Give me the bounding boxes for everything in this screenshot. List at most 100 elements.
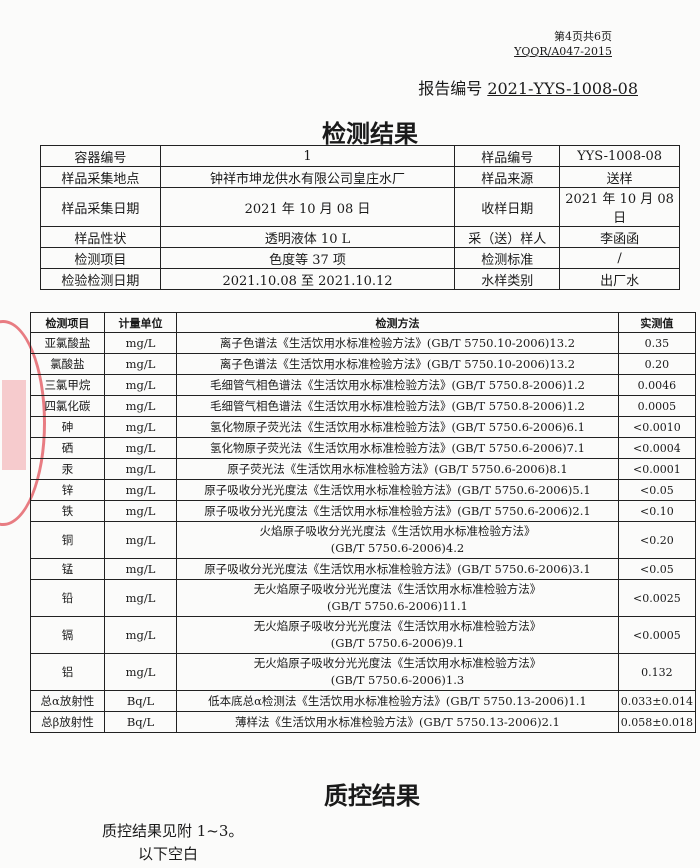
qc-note: 质控结果见附 1~3。 (102, 822, 244, 840)
unit-cell: mg/L (103, 500, 178, 522)
item-cell: 铁 (30, 500, 105, 522)
results-table: 检测项目 计量单位 检测方法 实测值 亚氯酸盐 mg/L 离子色谱法《生活饮用水标准… (30, 312, 697, 733)
method-cell: 氢化物原子荧光法《生活饮用水标准检验方法》(GB/T 5750.6-2006)7… (176, 437, 619, 459)
value-cell: 0.033±0.014 (617, 690, 697, 712)
method-line: (GB/T 5750.6-2006)4.2 (330, 541, 465, 555)
results-header-row: 检测项目 计量单位 检测方法 实测值 (30, 312, 697, 333)
unit-cell: mg/L (103, 332, 178, 354)
table-row: 三氯甲烷 mg/L 毛细管气相色谱法《生活饮用水标准检验方法》(GB/T 5750.… (30, 374, 697, 396)
table-row: 镉 mg/L 无火焰原子吸收分光光度法《生活饮用水标准检验方法》 (GB/T 5750… (30, 616, 697, 654)
info-label: 收样日期 (454, 187, 561, 227)
method-cell: 氢化物原子荧光法《生活饮用水标准检验方法》(GB/T 5750.6-2006)6… (176, 416, 619, 438)
method-line: 火焰原子吸收分光光度法《生活饮用水标准检验方法》 (259, 524, 536, 538)
value-cell: <0.0005 (617, 616, 697, 654)
unit-cell: mg/L (103, 521, 178, 559)
table-row: 铝 mg/L 无火焰原子吸收分光光度法《生活饮用水标准检验方法》 (GB/T 5750… (30, 653, 697, 691)
info-value: 李函函 (559, 226, 680, 248)
method-cell: 无火焰原子吸收分光光度法《生活饮用水标准检验方法》 (GB/T 5750.6-20… (176, 579, 619, 617)
method-cell: 毛细管气相色谱法《生活饮用水标准检验方法》(GB/T 5750.8-2006)1… (176, 374, 619, 396)
unit-cell: mg/L (103, 395, 178, 417)
table-row: 锰 mg/L 原子吸收分光光度法《生活饮用水标准检验方法》(GB/T 5750.6-… (30, 558, 697, 580)
method-line: (GB/T 5750.6-2006)11.1 (327, 599, 468, 613)
info-label: 检测标准 (454, 247, 561, 269)
item-cell: 镉 (30, 616, 105, 654)
unit-cell: mg/L (103, 353, 178, 375)
unit-cell: mg/L (103, 616, 178, 654)
value-cell: <0.0010 (617, 416, 697, 438)
value-cell: <0.0004 (617, 437, 697, 459)
item-cell: 锌 (30, 479, 105, 501)
info-value: 出厂水 (559, 268, 680, 290)
info-label: 样品来源 (454, 166, 561, 188)
method-cell: 薄样法《生活饮用水标准检验方法》(GB/T 5750.13-2006)2.1 (176, 711, 619, 733)
unit-cell: mg/L (103, 437, 178, 459)
value-cell: <0.20 (617, 521, 697, 559)
page-title: 检测结果 (322, 120, 418, 148)
report-number-value: 2021-YYS-1008-08 (487, 79, 638, 98)
method-line: 无火焰原子吸收分光光度法《生活饮用水标准检验方法》 (253, 656, 542, 670)
method-cell: 无火焰原子吸收分光光度法《生活饮用水标准检验方法》 (GB/T 5750.6-20… (176, 653, 619, 691)
info-value: 2021.10.08 至 2021.10.12 (159, 268, 456, 290)
unit-cell: mg/L (103, 458, 178, 480)
table-row: 亚氯酸盐 mg/L 离子色谱法《生活饮用水标准检验方法》(GB/T 5750.10-… (30, 332, 697, 354)
value-cell: <0.05 (617, 479, 697, 501)
table-row: 硒 mg/L 氢化物原子荧光法《生活饮用水标准检验方法》(GB/T 5750.6-2… (30, 437, 697, 459)
value-cell: 0.132 (617, 653, 697, 691)
value-cell: <0.0025 (617, 579, 697, 617)
method-cell: 低本底总α检测法《生活饮用水标准检验方法》(GB/T 5750.13-2006)… (176, 690, 619, 712)
info-value: 2021 年 10 月 08 日 (159, 187, 456, 227)
info-value: 透明液体 10 L (159, 226, 456, 248)
unit-cell: Bq/L (103, 690, 178, 712)
method-cell: 无火焰原子吸收分光光度法《生活饮用水标准检验方法》 (GB/T 5750.6-20… (176, 616, 619, 654)
info-row: 样品采集地点 钟祥市坤龙供水有限公司皇庄水厂 样品来源 送样 (40, 166, 680, 188)
header-value: 实测值 (617, 312, 697, 333)
table-row: 总β放射性 Bq/L 薄样法《生活饮用水标准检验方法》(GB/T 5750.13-2… (30, 711, 697, 733)
item-cell: 四氯化碳 (30, 395, 105, 417)
info-label: 样品性状 (40, 226, 161, 248)
info-value: YYS-1008-08 (559, 145, 680, 167)
info-value: / (559, 247, 680, 269)
report-number: 报告编号 2021-YYS-1008-08 (418, 75, 638, 99)
item-cell: 铅 (30, 579, 105, 617)
method-line: (GB/T 5750.6-2006)1.3 (330, 673, 465, 687)
page-number: 第4页共6页 (554, 30, 612, 43)
unit-cell: mg/L (103, 653, 178, 691)
item-cell: 总α放射性 (30, 690, 105, 712)
official-seal-ink (2, 380, 26, 470)
info-value: 1 (159, 145, 456, 167)
table-row: 四氯化碳 mg/L 毛细管气相色谱法《生活饮用水标准检验方法》(GB/T 5750.… (30, 395, 697, 417)
info-row: 检验检测日期 2021.10.08 至 2021.10.12 水样类别 出厂水 (40, 268, 680, 290)
qc-title: 质控结果 (324, 782, 420, 810)
unit-cell: mg/L (103, 479, 178, 501)
unit-cell: mg/L (103, 558, 178, 580)
info-label: 检验检测日期 (40, 268, 161, 290)
table-row: 汞 mg/L 原子荧光法《生活饮用水标准检验方法》(GB/T 5750.6-2006… (30, 458, 697, 480)
item-cell: 砷 (30, 416, 105, 438)
method-cell: 原子吸收分光光度法《生活饮用水标准检验方法》(GB/T 5750.6-2006)… (176, 500, 619, 522)
unit-cell: mg/L (103, 416, 178, 438)
method-cell: 原子吸收分光光度法《生活饮用水标准检验方法》(GB/T 5750.6-2006)… (176, 558, 619, 580)
method-cell: 离子色谱法《生活饮用水标准检验方法》(GB/T 5750.10-2006)13.… (176, 332, 619, 354)
method-cell: 离子色谱法《生活饮用水标准检验方法》(GB/T 5750.10-2006)13.… (176, 353, 619, 375)
value-cell: 0.0046 (617, 374, 697, 396)
info-row: 样品采集日期 2021 年 10 月 08 日收样日期 2021 年 10 月 08… (40, 187, 680, 227)
table-row: 铅 mg/L 无火焰原子吸收分光光度法《生活饮用水标准检验方法》 (GB/T 5750… (30, 579, 697, 617)
header-item: 检测项目 (30, 312, 105, 333)
info-value: 2021 年 10 月 08 日 (559, 187, 680, 227)
method-cell: 火焰原子吸收分光光度法《生活饮用水标准检验方法》 (GB/T 5750.6-200… (176, 521, 619, 559)
method-line: (GB/T 5750.6-2006)9.1 (330, 636, 465, 650)
unit-cell: mg/L (103, 579, 178, 617)
info-label: 样品采集地点 (40, 166, 161, 188)
info-row: 检测项目 色度等 37 项检测标准 / (40, 247, 680, 269)
item-cell: 铜 (30, 521, 105, 559)
table-row: 铜 mg/L 火焰原子吸收分光光度法《生活饮用水标准检验方法》 (GB/T 5750.… (30, 521, 697, 559)
table-row: 砷 mg/L 氢化物原子荧光法《生活饮用水标准检验方法》(GB/T 5750.6-2… (30, 416, 697, 438)
method-line: 无火焰原子吸收分光光度法《生活饮用水标准检验方法》 (253, 619, 542, 633)
item-cell: 总β放射性 (30, 711, 105, 733)
item-cell: 亚氯酸盐 (30, 332, 105, 354)
blank-below-note: 以下空白 (138, 845, 199, 863)
value-cell: 0.35 (617, 332, 697, 354)
info-label: 样品编号 (454, 145, 561, 167)
info-value: 送样 (559, 166, 680, 188)
